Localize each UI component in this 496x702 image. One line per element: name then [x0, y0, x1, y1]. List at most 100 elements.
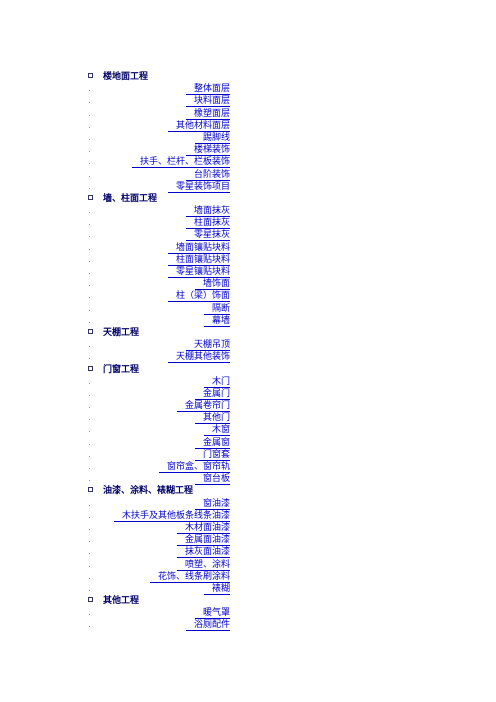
item-row: 墙面抹灰 [86, 205, 236, 218]
item-marker [89, 90, 90, 92]
section-row: 门窗工程 [86, 364, 236, 376]
item-link[interactable]: 整体面层 [185, 84, 230, 96]
item-marker [89, 151, 90, 153]
item-marker [89, 126, 90, 128]
item-row: 台阶装饰 [86, 169, 236, 181]
item-wrap: 零星镶贴块料 [167, 266, 230, 278]
item-marker [89, 394, 90, 396]
section-marker [88, 328, 93, 334]
section-marker [88, 487, 93, 493]
item-marker [89, 321, 90, 323]
item-link[interactable]: 墙面抹灰 [185, 206, 230, 218]
item-link[interactable]: 台阶装饰 [185, 170, 230, 181]
item-link[interactable]: 幕墙 [203, 316, 230, 327]
item-link[interactable]: 柱面镶贴块料 [167, 255, 230, 266]
item-link[interactable]: 墙饰面 [194, 279, 230, 291]
section-title: 门窗工程 [103, 364, 140, 375]
item-row: 零星镶贴块料 [86, 266, 236, 278]
section-marker [88, 194, 93, 200]
section-row: 楼地面工程 [86, 71, 236, 83]
item-wrap: 抹灰面油漆 [176, 546, 230, 559]
item-marker [89, 431, 90, 433]
item-link[interactable]: 木窗 [203, 425, 230, 437]
item-link[interactable]: 零星镶贴块料 [167, 267, 230, 278]
item-row: 裱糊 [86, 583, 236, 595]
section-marker [88, 597, 93, 603]
item-link[interactable]: 天棚其他装饰 [167, 352, 230, 364]
item-link[interactable]: 天棚吊顶 [185, 340, 230, 352]
item-link[interactable]: 金属面油漆 [176, 535, 230, 547]
item-marker [89, 187, 90, 189]
item-link[interactable]: 窗帘盒、窗帘轨 [158, 462, 230, 473]
item-link[interactable]: 柱面抹灰 [185, 218, 230, 230]
item-link[interactable]: 花饰、线条刷涂料 [149, 572, 230, 583]
item-link[interactable]: 木扶手及其他板条线条油漆 [113, 511, 230, 522]
section-row: 天棚工程 [86, 327, 236, 339]
item-marker [89, 358, 90, 360]
item-link[interactable]: 零星抹灰 [185, 230, 230, 242]
item-marker [89, 504, 90, 506]
item-link[interactable]: 其他门 [194, 413, 230, 425]
item-wrap: 窗台板 [194, 473, 230, 486]
item-link[interactable]: 喷塑、涂料 [176, 560, 230, 571]
item-marker [89, 163, 90, 165]
item-link[interactable]: 木材面油漆 [176, 523, 230, 534]
item-link[interactable]: 块料面层 [185, 96, 230, 108]
item-row: 踢脚线 [86, 132, 236, 144]
item-link[interactable]: 门窗套 [194, 450, 230, 461]
item-link[interactable]: 墙面镶贴块料 [167, 243, 230, 254]
item-marker [89, 346, 90, 348]
item-wrap: 柱面抹灰 [185, 217, 230, 230]
item-link[interactable]: 其他材料面层 [167, 121, 230, 132]
item-wrap: 浴厕配件 [185, 619, 230, 632]
item-marker [89, 138, 90, 140]
item-link[interactable]: 暖气罩 [194, 608, 230, 620]
item-link[interactable]: 踢脚线 [194, 133, 230, 144]
item-link[interactable]: 金属窗 [194, 438, 230, 449]
item-link[interactable]: 抹灰面油漆 [176, 547, 230, 559]
item-row: 隔断 [86, 303, 236, 315]
item-marker [89, 285, 90, 287]
item-marker [89, 541, 90, 543]
item-wrap: 木窗 [203, 424, 230, 437]
item-wrap: 其他材料面层 [167, 120, 230, 132]
item-row: 扶手、栏杆、栏板装饰 [86, 156, 236, 169]
item-wrap: 墙饰面 [194, 278, 230, 291]
item-wrap: 木扶手及其他板条线条油漆 [113, 510, 230, 522]
item-link[interactable]: 窗油漆 [194, 499, 230, 510]
section-title: 墙、柱面工程 [103, 193, 158, 204]
item-marker [89, 614, 90, 616]
section-marker [88, 365, 93, 371]
item-link[interactable]: 金属门 [194, 389, 230, 400]
item-marker [89, 224, 90, 226]
section-title: 油漆、涂料、裱糊工程 [103, 486, 194, 497]
item-row: 窗帘盒、窗帘轨 [86, 461, 236, 473]
item-link[interactable]: 楼梯装饰 [185, 145, 230, 157]
item-link[interactable]: 橡塑面层 [185, 109, 230, 120]
item-link[interactable]: 裱糊 [203, 584, 230, 595]
item-marker [89, 407, 90, 409]
item-link[interactable]: 木门 [203, 377, 230, 388]
item-link[interactable]: 金属卷帘门 [176, 401, 230, 413]
item-row: 浴厕配件 [86, 619, 236, 632]
item-row: 窗台板 [86, 473, 236, 486]
item-row: 金属门 [86, 388, 236, 400]
item-link[interactable]: 零星装饰项目 [167, 182, 230, 193]
item-row: 墙面镶贴块料 [86, 242, 236, 254]
item-link[interactable]: 窗台板 [194, 474, 230, 486]
item-link[interactable]: 浴厕配件 [185, 620, 230, 632]
item-link[interactable]: 扶手、栏杆、栏板装饰 [131, 157, 230, 169]
item-wrap: 台阶装饰 [185, 169, 230, 181]
item-row: 墙饰面 [86, 278, 236, 291]
item-wrap: 金属面油漆 [176, 534, 230, 547]
item-wrap: 木材面油漆 [176, 522, 230, 534]
item-wrap: 金属门 [194, 388, 230, 400]
item-row: 花饰、线条刷涂料 [86, 571, 236, 583]
item-link[interactable]: 柱（梁）饰面 [167, 291, 230, 303]
item-wrap: 花饰、线条刷涂料 [149, 571, 230, 583]
item-row: 暖气罩 [86, 607, 236, 620]
item-wrap: 喷塑、涂料 [176, 559, 230, 571]
section-title: 其他工程 [103, 596, 140, 607]
item-link[interactable]: 隔断 [203, 304, 230, 315]
item-row: 木扶手及其他板条线条油漆 [86, 510, 236, 522]
